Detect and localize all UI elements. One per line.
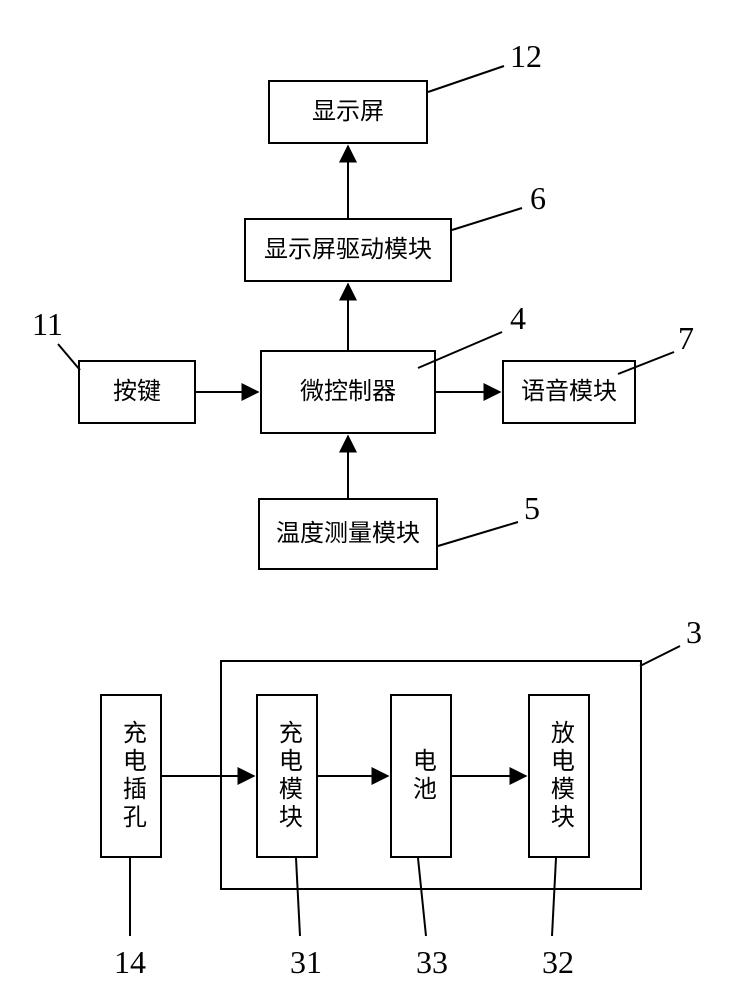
diagram-canvas: 显示屏 显示屏驱动模块 按键 微控制器 语音模块 温度测量模块 充电插孔 充电模…	[0, 0, 747, 1000]
node-charge-module: 充电模块	[256, 694, 318, 858]
node-battery: 电池	[390, 694, 452, 858]
node-button: 按键	[78, 360, 196, 424]
callout-11: 11	[32, 306, 63, 343]
callout-31: 31	[290, 944, 322, 981]
node-mcu: 微控制器	[260, 350, 436, 434]
node-label: 温度测量模块	[276, 520, 420, 549]
callout-7: 7	[678, 320, 694, 357]
node-label: 充电模块	[273, 720, 302, 832]
callout-33: 33	[416, 944, 448, 981]
node-temp: 温度测量模块	[258, 498, 438, 570]
node-label: 按键	[113, 378, 161, 407]
callout-5: 5	[524, 490, 540, 527]
node-label: 显示屏	[312, 98, 384, 127]
node-label: 显示屏驱动模块	[264, 236, 432, 265]
node-label: 充电插孔	[117, 720, 146, 832]
node-label: 语音模块	[521, 378, 617, 407]
callout-32: 32	[542, 944, 574, 981]
leader-5	[438, 522, 518, 546]
leader-3	[640, 646, 680, 666]
callout-14: 14	[114, 944, 146, 981]
leader-6	[452, 208, 522, 230]
node-label: 微控制器	[300, 378, 396, 407]
node-label: 电池	[407, 748, 436, 804]
callout-4: 4	[510, 300, 526, 337]
leader-12	[428, 66, 504, 92]
node-display: 显示屏	[268, 80, 428, 144]
node-charge-port: 充电插孔	[100, 694, 162, 858]
callout-6: 6	[530, 180, 546, 217]
callout-3: 3	[686, 614, 702, 651]
node-display-driver: 显示屏驱动模块	[244, 218, 452, 282]
leader-11	[58, 344, 80, 370]
node-discharge-module: 放电模块	[528, 694, 590, 858]
callout-12: 12	[510, 38, 542, 75]
node-label: 放电模块	[545, 720, 574, 832]
node-voice: 语音模块	[502, 360, 636, 424]
